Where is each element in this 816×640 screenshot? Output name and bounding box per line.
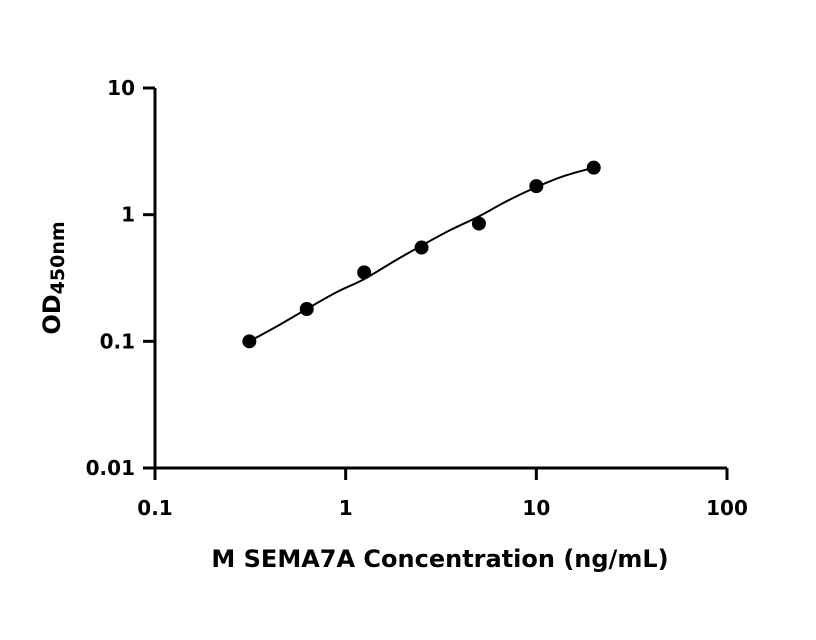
data-point: [529, 179, 544, 194]
y-axis-title: OD450nm: [38, 221, 69, 334]
y-axis-title-subscript: 450nm: [47, 221, 69, 294]
data-points: [242, 160, 601, 349]
data-point: [471, 216, 486, 231]
data-point: [586, 160, 601, 175]
y-tick-label: 1: [121, 203, 135, 227]
data-point: [299, 301, 314, 316]
x-axis-ticks: 0.1 1 10 100: [137, 468, 748, 520]
x-tick-label: 1: [339, 496, 353, 520]
data-point: [357, 265, 372, 280]
x-tick-label: 100: [706, 496, 748, 520]
y-tick-label: 10: [107, 76, 135, 100]
y-axis-ticks: 0.01 0.1 1 10: [86, 76, 155, 480]
x-axis-title: M SEMA7A Concentration (ng/mL): [211, 545, 668, 573]
axes: [153, 88, 727, 470]
x-tick-label: 0.1: [137, 496, 172, 520]
y-tick-label: 0.01: [86, 456, 135, 480]
data-point: [414, 240, 429, 255]
data-point: [242, 334, 257, 349]
x-tick-label: 10: [522, 496, 550, 520]
y-axis-title-main: OD: [38, 294, 66, 334]
y-tick-label: 0.1: [100, 329, 135, 353]
